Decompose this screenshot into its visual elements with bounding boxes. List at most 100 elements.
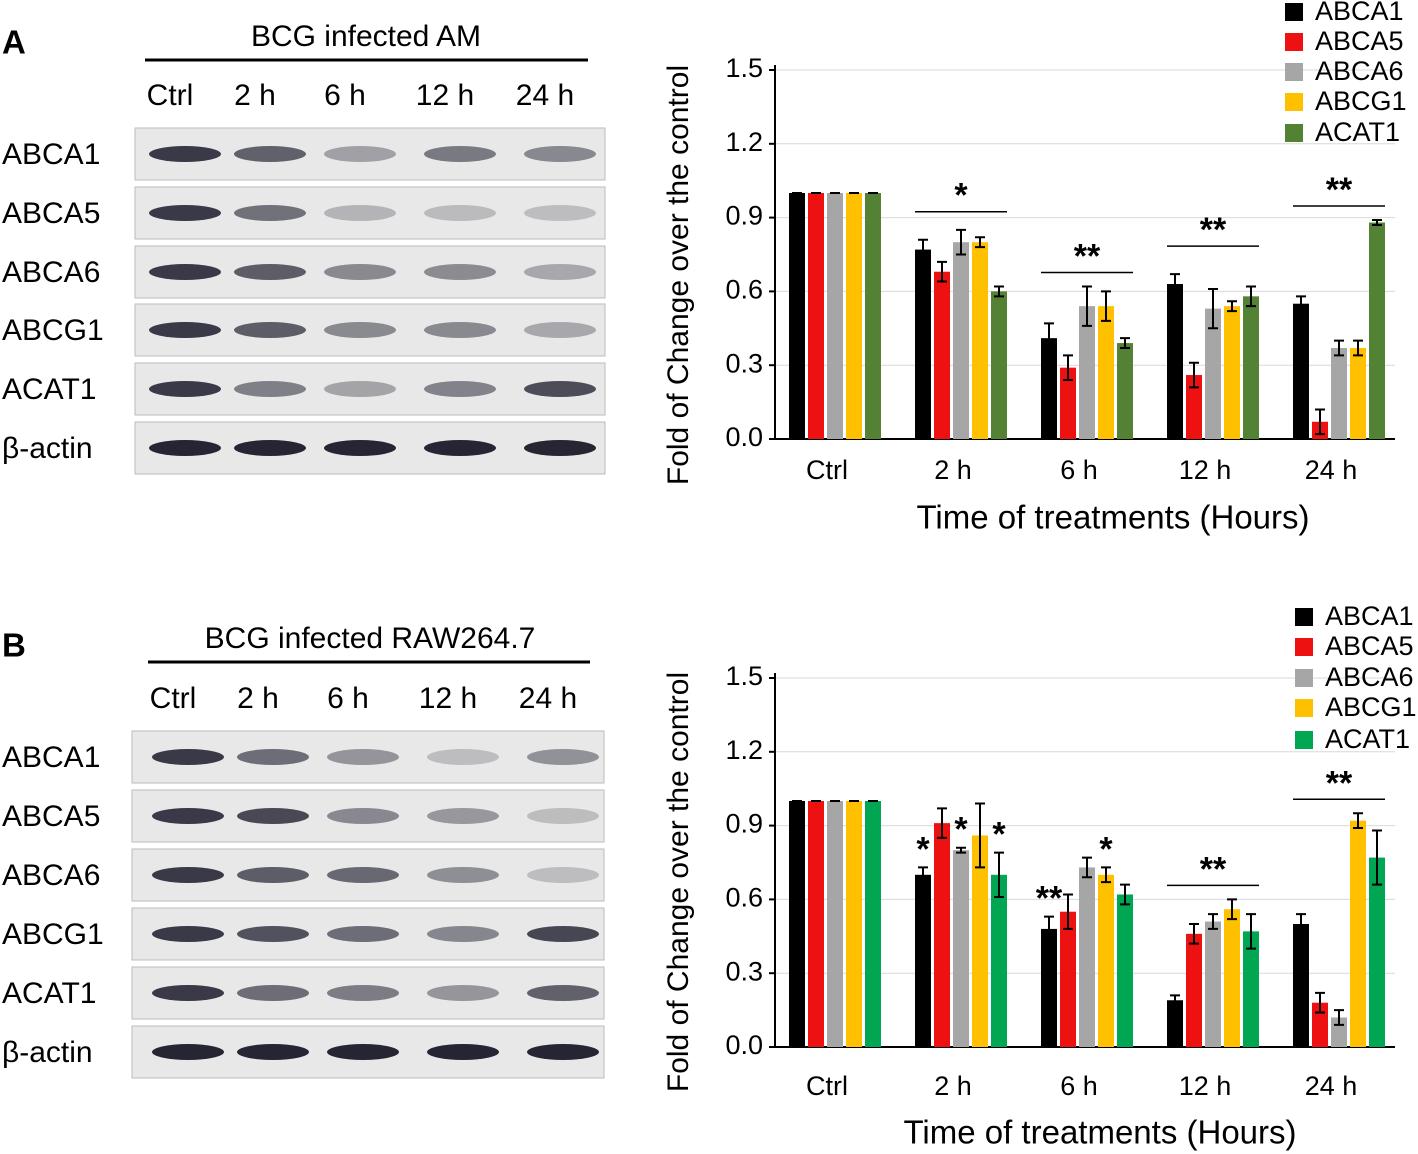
blot-band — [327, 1044, 399, 1060]
legend-label: ABCA5 — [1315, 26, 1404, 56]
blot-band — [237, 808, 309, 824]
bar — [827, 801, 843, 1047]
row-label: ABCA5 — [2, 197, 100, 230]
legend-label: ABCG1 — [1325, 692, 1417, 722]
bar — [972, 835, 988, 1047]
blot-band — [234, 264, 306, 280]
blot-band — [424, 205, 496, 221]
x-axis-label: Time of treatments (Hours) — [916, 499, 1309, 536]
blot-band — [424, 146, 496, 162]
row-label: β-actin — [2, 432, 93, 465]
blot-band — [149, 146, 221, 162]
bar — [1098, 874, 1114, 1047]
blot-band — [327, 808, 399, 824]
error-bar — [1044, 322, 1054, 354]
bar — [1293, 924, 1309, 1047]
row-label: ABCG1 — [2, 918, 104, 951]
row-label: ACAT1 — [2, 977, 96, 1010]
blot-band — [237, 926, 309, 942]
error-bar — [1063, 893, 1073, 930]
bar — [953, 242, 969, 439]
error-bar — [1189, 361, 1199, 389]
significance-mark: * — [954, 177, 968, 215]
legend-label: ABCA5 — [1325, 631, 1414, 661]
row-label: ABCA1 — [2, 138, 100, 171]
bar — [865, 801, 881, 1047]
bar — [1117, 894, 1133, 1047]
x-tick-label: 24 h — [1305, 455, 1358, 485]
legend-swatch — [1295, 638, 1313, 656]
x-tick-label: 6 h — [1060, 455, 1098, 485]
error-bar — [1082, 856, 1092, 879]
blot-band — [427, 749, 499, 765]
error-bar — [1246, 913, 1256, 950]
legend-swatch — [1285, 63, 1303, 81]
error-bar — [918, 238, 928, 261]
blot-band — [527, 749, 599, 765]
error-bar — [1208, 913, 1218, 930]
bar — [808, 801, 824, 1047]
blot-band — [524, 146, 596, 162]
bar — [1167, 284, 1183, 439]
blot-title: BCG infected RAW264.7 — [205, 622, 536, 655]
significance-mark: ** — [1200, 850, 1227, 888]
blot-band — [524, 205, 596, 221]
blot-band — [324, 322, 396, 338]
error-bar — [1315, 408, 1325, 436]
bar — [1186, 933, 1202, 1047]
y-tick-label: 1.5 — [725, 53, 763, 83]
significance-mark: ** — [1074, 237, 1101, 275]
error-bar — [994, 851, 1004, 898]
legend-label: ABCG1 — [1315, 86, 1407, 116]
bar — [1098, 306, 1114, 439]
blot-band — [424, 440, 496, 456]
bar — [846, 193, 862, 439]
blot-band — [234, 146, 306, 162]
blot-band — [324, 440, 396, 456]
legend-label: ABCA6 — [1325, 662, 1414, 692]
blot-band — [527, 808, 599, 824]
blot-band — [149, 205, 221, 221]
error-bar — [975, 802, 985, 869]
blot-band — [149, 322, 221, 338]
error-bar — [1296, 913, 1306, 935]
bar — [1041, 338, 1057, 439]
blot-band — [427, 985, 499, 1001]
bar — [1350, 820, 1366, 1047]
bar — [1312, 1002, 1328, 1047]
error-bar — [918, 866, 928, 884]
error-bar — [956, 846, 966, 854]
panel-letter: A — [2, 24, 26, 61]
legend-label: ACAT1 — [1325, 724, 1410, 754]
blot-band — [424, 381, 496, 397]
error-bar — [1334, 1009, 1344, 1026]
row-label: ABCA6 — [2, 256, 100, 289]
y-tick-label: 1.2 — [725, 735, 763, 765]
blot-band — [427, 867, 499, 883]
significance-mark: * — [954, 811, 968, 849]
lane-label: 12 h — [419, 682, 477, 715]
blot-band — [237, 867, 309, 883]
bar — [1350, 347, 1366, 439]
bar — [1117, 343, 1133, 439]
x-axis-label: Time of treatments (Hours) — [903, 1114, 1296, 1151]
blot-band — [149, 381, 221, 397]
y-axis-label: Fold of Change over the control — [662, 672, 695, 1092]
x-tick-label: 12 h — [1179, 455, 1232, 485]
panel-letter: B — [2, 627, 26, 664]
error-bar — [1208, 287, 1218, 330]
blot-band — [327, 926, 399, 942]
lane-label: 24 h — [519, 682, 577, 715]
bar — [1060, 367, 1076, 439]
bar — [1224, 909, 1240, 1047]
lane-label: 24 h — [516, 79, 574, 112]
blot-band — [427, 808, 499, 824]
lane-label: Ctrl — [150, 682, 197, 715]
x-tick-label: 12 h — [1179, 1071, 1232, 1101]
legend-swatch — [1295, 699, 1313, 717]
bar — [934, 823, 950, 1047]
blot-band — [152, 1044, 224, 1060]
bar — [827, 193, 843, 439]
error-bar — [1246, 285, 1256, 308]
